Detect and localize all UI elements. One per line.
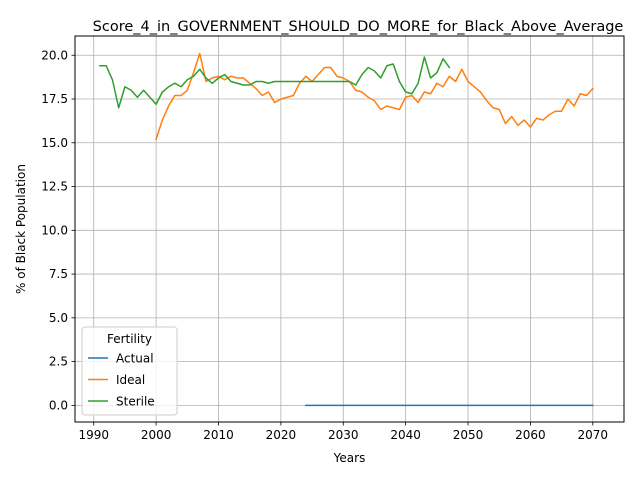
series-line-sterile <box>99 56 451 109</box>
legend: Fertility Actual Ideal Sterile <box>81 326 178 416</box>
chart-title: Score_4_in_GOVERNMENT_SHOULD_DO_MORE_for… <box>93 19 624 35</box>
series-lines <box>99 52 594 407</box>
x-tick-label: 1990 <box>78 428 109 442</box>
y-tick-label: 20.0 <box>41 48 68 62</box>
grid-lines <box>75 36 624 422</box>
y-tick-label: 7.5 <box>49 267 68 281</box>
x-axis-title: Years <box>333 451 366 465</box>
legend-label-ideal: Ideal <box>116 373 145 387</box>
legend-label-sterile: Sterile <box>116 395 155 409</box>
legend-title: Fertility <box>107 332 152 346</box>
x-tick-label: 2030 <box>328 428 359 442</box>
x-tick-label: 2010 <box>203 428 234 442</box>
y-tick-label: 10.0 <box>41 223 68 237</box>
y-tick-label: 17.5 <box>41 92 68 106</box>
y-tick-label: 5.0 <box>49 311 68 325</box>
axis-ticks: 1990 2000 2010 2020 2030 2040 2050 2060 2070 0.0 2… <box>41 48 608 442</box>
x-tick-label: 2040 <box>390 428 421 442</box>
x-tick-label: 2050 <box>453 428 484 442</box>
y-tick-label: 2.5 <box>49 355 68 369</box>
series-line-ideal <box>155 52 594 141</box>
legend-frame <box>81 326 178 416</box>
y-tick-label: 0.0 <box>49 398 68 412</box>
x-tick-label: 2020 <box>266 428 297 442</box>
legend-entries: Actual Ideal Sterile <box>88 352 155 409</box>
x-tick-label: 2000 <box>141 428 172 442</box>
y-tick-label: 15.0 <box>41 136 68 150</box>
y-axis-title: % of Black Population <box>14 164 28 294</box>
plot-frame <box>74 35 625 423</box>
x-tick-label: 2060 <box>515 428 546 442</box>
legend-label-actual: Actual <box>116 352 154 366</box>
x-tick-label: 2070 <box>578 428 609 442</box>
y-tick-label: 12.5 <box>41 180 68 194</box>
